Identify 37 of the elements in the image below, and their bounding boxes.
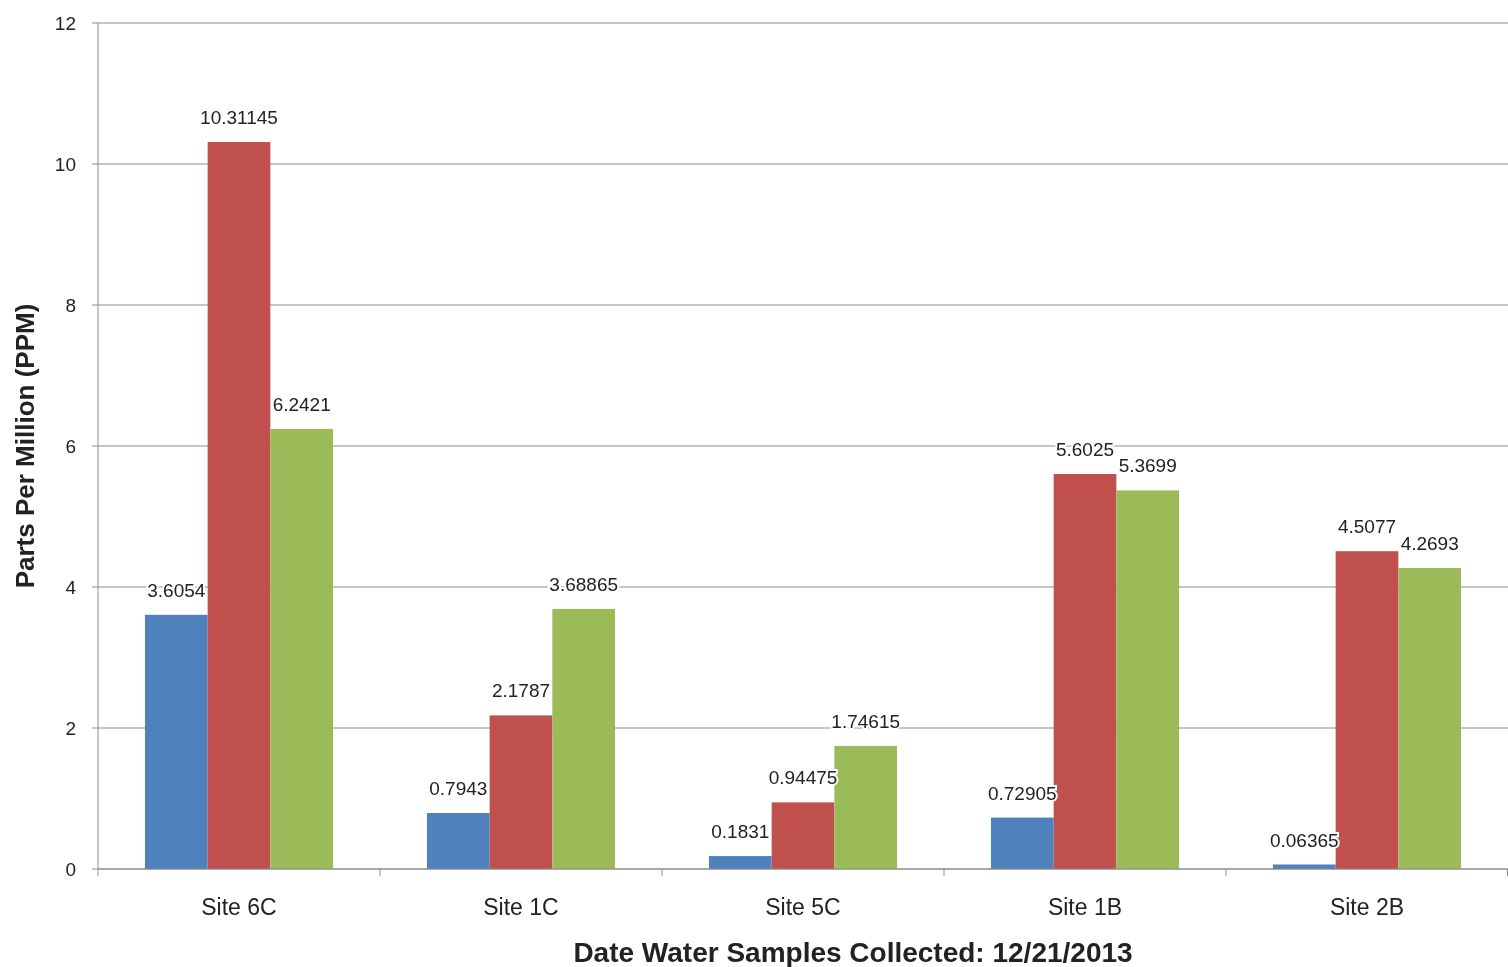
data-label: 4.2693 [1400, 533, 1459, 555]
x-tick-label: Site 6C [201, 894, 277, 920]
y-tick-label: 0 [65, 858, 76, 880]
bar [708, 856, 772, 869]
y-tick-label: 8 [65, 294, 76, 316]
y-tick-label: 2 [65, 717, 76, 739]
y-tick-label: 6 [65, 435, 76, 457]
bar [1116, 490, 1180, 869]
data-label: 2.1787 [491, 680, 551, 702]
bar [489, 715, 553, 869]
data-label: 5.6025 [1055, 439, 1115, 461]
data-label: 3.6054 [147, 579, 206, 601]
x-axis-title: Date Water Samples Collected: 12/21/2013 [573, 937, 1133, 967]
y-axis-title: Parts Per Million (PPM) [10, 303, 40, 589]
data-label: 0.1831 [711, 821, 770, 843]
bar [270, 428, 334, 869]
data-label: 1.74615 [831, 710, 901, 732]
bar [207, 142, 271, 869]
bar [426, 813, 490, 869]
x-tick-label: Site 2B [1329, 894, 1405, 920]
x-tick-label: Site 1C [483, 894, 559, 920]
bar [552, 608, 616, 869]
data-label: 0.7943 [429, 778, 488, 799]
bar [1398, 568, 1462, 869]
bar [771, 802, 835, 869]
data-label: 6.2421 [272, 393, 331, 415]
y-tick-label: 10 [54, 153, 76, 175]
data-label: 5.3699 [1118, 455, 1177, 477]
data-label: 10.31145 [200, 107, 278, 129]
y-tick-label: 4 [65, 576, 77, 598]
x-tick-label: Site 5C [765, 894, 841, 920]
bar [144, 614, 208, 869]
bar [990, 817, 1054, 869]
data-label: 4.5077 [1337, 516, 1397, 538]
data-label: 3.68865 [549, 573, 619, 595]
y-tick-label: 12 [54, 12, 76, 34]
x-tick-label: Site 1B [1047, 894, 1123, 920]
